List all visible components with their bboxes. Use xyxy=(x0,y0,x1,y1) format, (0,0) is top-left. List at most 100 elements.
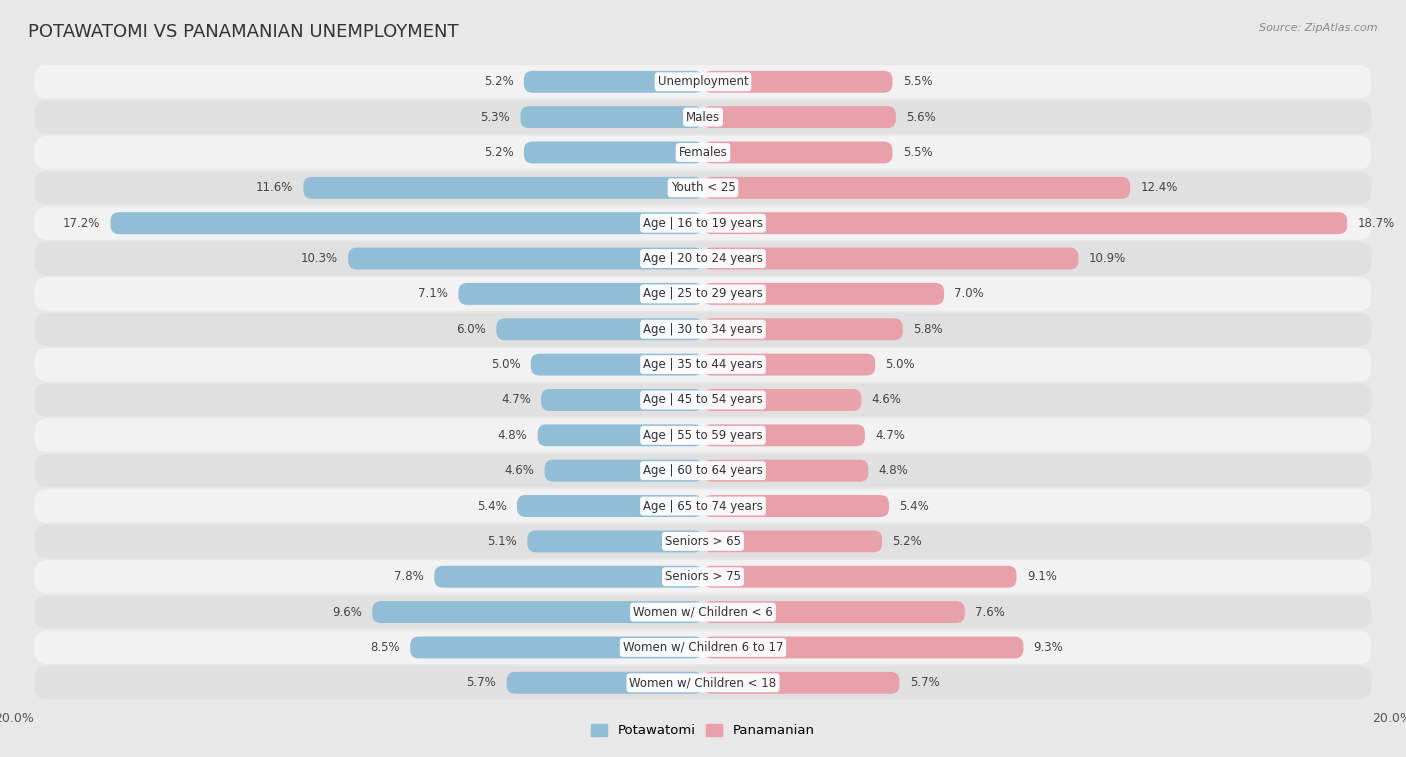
Text: 6.0%: 6.0% xyxy=(456,322,486,336)
FancyBboxPatch shape xyxy=(541,389,703,411)
Text: 7.8%: 7.8% xyxy=(394,570,425,583)
FancyBboxPatch shape xyxy=(35,490,1371,522)
FancyBboxPatch shape xyxy=(703,637,1024,659)
FancyBboxPatch shape xyxy=(703,425,865,447)
Text: Age | 20 to 24 years: Age | 20 to 24 years xyxy=(643,252,763,265)
Text: 10.9%: 10.9% xyxy=(1088,252,1126,265)
FancyBboxPatch shape xyxy=(517,495,703,517)
Text: 12.4%: 12.4% xyxy=(1140,182,1178,195)
FancyBboxPatch shape xyxy=(703,71,893,93)
FancyBboxPatch shape xyxy=(703,177,1130,199)
FancyBboxPatch shape xyxy=(703,106,896,128)
FancyBboxPatch shape xyxy=(35,525,1371,558)
Text: 5.4%: 5.4% xyxy=(477,500,506,512)
Text: 18.7%: 18.7% xyxy=(1358,217,1395,229)
Text: Age | 45 to 54 years: Age | 45 to 54 years xyxy=(643,394,763,407)
FancyBboxPatch shape xyxy=(304,177,703,199)
FancyBboxPatch shape xyxy=(703,495,889,517)
Text: Seniors > 75: Seniors > 75 xyxy=(665,570,741,583)
FancyBboxPatch shape xyxy=(35,171,1371,204)
FancyBboxPatch shape xyxy=(703,283,945,305)
Text: Women w/ Children < 18: Women w/ Children < 18 xyxy=(630,676,776,690)
Text: 7.0%: 7.0% xyxy=(955,288,984,301)
FancyBboxPatch shape xyxy=(35,136,1371,169)
FancyBboxPatch shape xyxy=(111,212,703,234)
Text: 9.6%: 9.6% xyxy=(332,606,361,618)
Text: Women w/ Children 6 to 17: Women w/ Children 6 to 17 xyxy=(623,641,783,654)
Text: 4.7%: 4.7% xyxy=(501,394,531,407)
FancyBboxPatch shape xyxy=(537,425,703,447)
FancyBboxPatch shape xyxy=(35,454,1371,488)
Text: Age | 60 to 64 years: Age | 60 to 64 years xyxy=(643,464,763,477)
Text: Males: Males xyxy=(686,111,720,123)
FancyBboxPatch shape xyxy=(703,601,965,623)
FancyBboxPatch shape xyxy=(35,666,1371,699)
FancyBboxPatch shape xyxy=(544,459,703,481)
FancyBboxPatch shape xyxy=(35,596,1371,629)
Text: 10.3%: 10.3% xyxy=(301,252,337,265)
FancyBboxPatch shape xyxy=(703,142,893,164)
Text: 5.6%: 5.6% xyxy=(907,111,936,123)
Text: 5.0%: 5.0% xyxy=(886,358,915,371)
Text: 17.2%: 17.2% xyxy=(63,217,100,229)
FancyBboxPatch shape xyxy=(35,313,1371,346)
FancyBboxPatch shape xyxy=(703,565,1017,587)
FancyBboxPatch shape xyxy=(373,601,703,623)
Text: 4.7%: 4.7% xyxy=(875,428,905,442)
Text: 5.5%: 5.5% xyxy=(903,75,932,89)
Text: Source: ZipAtlas.com: Source: ZipAtlas.com xyxy=(1260,23,1378,33)
FancyBboxPatch shape xyxy=(35,383,1371,416)
FancyBboxPatch shape xyxy=(35,419,1371,452)
Text: POTAWATOMI VS PANAMANIAN UNEMPLOYMENT: POTAWATOMI VS PANAMANIAN UNEMPLOYMENT xyxy=(28,23,458,41)
FancyBboxPatch shape xyxy=(520,106,703,128)
FancyBboxPatch shape xyxy=(524,71,703,93)
Text: 5.4%: 5.4% xyxy=(900,500,929,512)
FancyBboxPatch shape xyxy=(703,354,875,375)
FancyBboxPatch shape xyxy=(434,565,703,587)
FancyBboxPatch shape xyxy=(703,212,1347,234)
FancyBboxPatch shape xyxy=(35,65,1371,98)
Text: 5.7%: 5.7% xyxy=(910,676,939,690)
Text: 5.5%: 5.5% xyxy=(903,146,932,159)
Text: 5.2%: 5.2% xyxy=(484,75,513,89)
Text: 5.0%: 5.0% xyxy=(491,358,520,371)
Text: Age | 25 to 29 years: Age | 25 to 29 years xyxy=(643,288,763,301)
Text: 5.2%: 5.2% xyxy=(484,146,513,159)
FancyBboxPatch shape xyxy=(496,318,703,340)
Text: Females: Females xyxy=(679,146,727,159)
Text: Age | 65 to 74 years: Age | 65 to 74 years xyxy=(643,500,763,512)
FancyBboxPatch shape xyxy=(703,672,900,693)
Text: 5.2%: 5.2% xyxy=(893,535,922,548)
Text: 9.1%: 9.1% xyxy=(1026,570,1057,583)
FancyBboxPatch shape xyxy=(35,348,1371,382)
FancyBboxPatch shape xyxy=(703,389,862,411)
Text: 5.1%: 5.1% xyxy=(488,535,517,548)
FancyBboxPatch shape xyxy=(703,318,903,340)
FancyBboxPatch shape xyxy=(527,531,703,553)
Text: 5.8%: 5.8% xyxy=(912,322,943,336)
Text: Age | 16 to 19 years: Age | 16 to 19 years xyxy=(643,217,763,229)
FancyBboxPatch shape xyxy=(35,631,1371,664)
FancyBboxPatch shape xyxy=(703,531,882,553)
Text: 7.6%: 7.6% xyxy=(976,606,1005,618)
Text: 4.6%: 4.6% xyxy=(505,464,534,477)
Text: 8.5%: 8.5% xyxy=(370,641,399,654)
Text: 4.8%: 4.8% xyxy=(498,428,527,442)
Text: Youth < 25: Youth < 25 xyxy=(671,182,735,195)
FancyBboxPatch shape xyxy=(703,459,869,481)
Text: Age | 30 to 34 years: Age | 30 to 34 years xyxy=(643,322,763,336)
Text: 4.6%: 4.6% xyxy=(872,394,901,407)
FancyBboxPatch shape xyxy=(35,277,1371,310)
Text: 5.3%: 5.3% xyxy=(481,111,510,123)
Text: 7.1%: 7.1% xyxy=(418,288,449,301)
FancyBboxPatch shape xyxy=(458,283,703,305)
Legend: Potawatomi, Panamanian: Potawatomi, Panamanian xyxy=(586,718,820,743)
FancyBboxPatch shape xyxy=(35,242,1371,275)
Text: 5.7%: 5.7% xyxy=(467,676,496,690)
FancyBboxPatch shape xyxy=(35,101,1371,134)
FancyBboxPatch shape xyxy=(35,207,1371,240)
FancyBboxPatch shape xyxy=(703,248,1078,269)
FancyBboxPatch shape xyxy=(506,672,703,693)
FancyBboxPatch shape xyxy=(349,248,703,269)
Text: Unemployment: Unemployment xyxy=(658,75,748,89)
